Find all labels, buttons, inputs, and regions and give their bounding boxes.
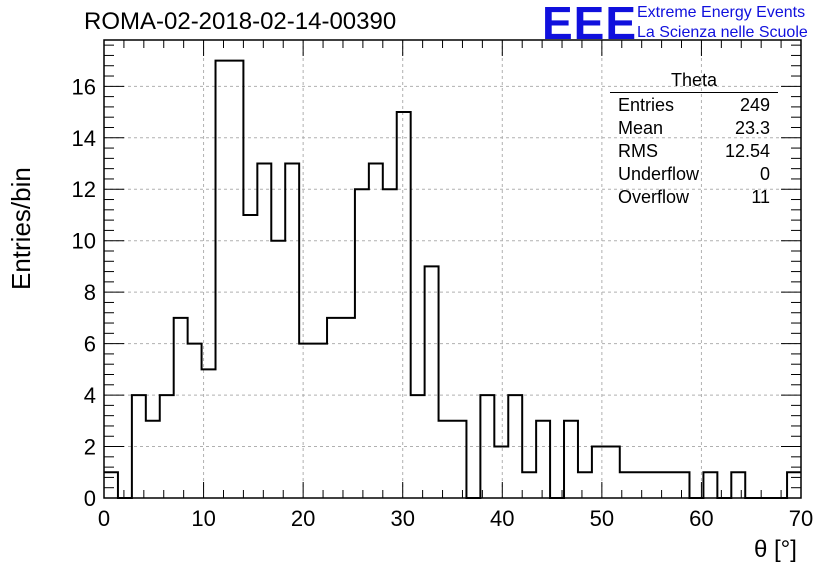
histogram-bin bbox=[648, 472, 662, 498]
stats-value: 12.54 bbox=[724, 141, 770, 161]
x-tick-label: 10 bbox=[191, 506, 215, 531]
x-axis-label: θ [°] bbox=[754, 536, 797, 563]
histogram-bin bbox=[592, 447, 606, 498]
y-tick-label: 8 bbox=[84, 280, 96, 305]
y-tick-label: 12 bbox=[72, 177, 96, 202]
axis-ticks bbox=[103, 40, 802, 499]
histogram-bin bbox=[606, 447, 620, 498]
histogram-bin bbox=[564, 421, 578, 498]
x-tick-label: 60 bbox=[689, 506, 713, 531]
histogram-bin bbox=[188, 344, 202, 498]
x-tick-label: 30 bbox=[390, 506, 414, 531]
grid-lines bbox=[104, 40, 801, 498]
histogram-bin bbox=[731, 472, 745, 498]
y-axis-label-wrap: Entries/bin bbox=[4, 110, 40, 310]
y-tick-label: 0 bbox=[84, 486, 96, 511]
y-tick-label: 4 bbox=[84, 383, 96, 408]
histogram-outline bbox=[104, 59, 801, 499]
stats-row: RMS 12.54 bbox=[610, 140, 778, 163]
histogram-bin bbox=[634, 472, 648, 498]
stats-value: 249 bbox=[739, 95, 770, 115]
stats-label: Mean bbox=[618, 118, 664, 138]
x-tick-label: 50 bbox=[590, 506, 614, 531]
stats-row: Entries 249 bbox=[610, 94, 778, 117]
histogram-bin bbox=[578, 472, 592, 498]
histogram-bin bbox=[425, 266, 439, 498]
stats-label: Overflow bbox=[618, 187, 690, 207]
histogram-bin bbox=[369, 164, 383, 498]
plot-frame bbox=[103, 39, 802, 499]
histogram-bin bbox=[299, 344, 313, 498]
histogram-bin bbox=[132, 395, 146, 498]
histogram-bin bbox=[229, 61, 243, 498]
stats-value: 0 bbox=[759, 164, 770, 184]
histogram-bin bbox=[787, 472, 801, 498]
histogram-bin bbox=[216, 61, 230, 498]
axis-tick-labels: 0 10 20 30 40 50 60 70 0 2 4 6 8 10 12 14 16 bbox=[72, 74, 814, 531]
y-tick-label: 16 bbox=[72, 74, 96, 99]
stats-label: RMS bbox=[618, 141, 658, 161]
histogram-bin bbox=[703, 472, 717, 498]
x-tick-label: 40 bbox=[490, 506, 514, 531]
eee-logo: EEE bbox=[542, 0, 638, 49]
stats-title: Theta bbox=[610, 70, 778, 93]
y-tick-label: 6 bbox=[84, 332, 96, 357]
stats-row: Underflow 0 bbox=[610, 163, 778, 186]
logo-text-line2: La Scienza nelle Scuole bbox=[637, 24, 808, 41]
histogram-bin bbox=[257, 164, 271, 498]
stats-label: Entries bbox=[618, 95, 675, 115]
stats-row: Overflow 11 bbox=[610, 186, 778, 209]
y-tick-label: 14 bbox=[72, 126, 96, 151]
histogram-bin bbox=[662, 472, 676, 498]
histogram-bin bbox=[536, 421, 550, 498]
x-tick-label: 20 bbox=[291, 506, 315, 531]
histogram-bin bbox=[676, 472, 690, 498]
stats-value: 11 bbox=[751, 187, 770, 207]
stats-label: Underflow bbox=[618, 164, 700, 184]
histogram-bin bbox=[439, 421, 453, 498]
histogram-bin bbox=[313, 344, 327, 498]
histogram-series bbox=[104, 59, 801, 499]
x-tick-label: 70 bbox=[789, 506, 813, 531]
histogram-bin bbox=[243, 215, 257, 498]
chart-title: ROMA-02-2018-02-14-00390 bbox=[84, 8, 397, 35]
histogram-bin bbox=[146, 421, 160, 498]
y-axis-label: Entries/bin bbox=[6, 167, 36, 290]
histogram-bin bbox=[104, 472, 118, 498]
histogram-bin bbox=[494, 447, 508, 498]
logo-text-line1: Extreme Energy Events bbox=[637, 4, 806, 21]
histogram-bin bbox=[522, 472, 536, 498]
y-tick-label: 2 bbox=[84, 435, 96, 460]
histogram-bin bbox=[453, 421, 467, 498]
histogram-bin bbox=[271, 241, 285, 498]
histogram-bin bbox=[174, 318, 188, 498]
x-tick-label: 0 bbox=[98, 506, 110, 531]
histogram-bin bbox=[341, 318, 355, 498]
histogram-bin bbox=[327, 318, 341, 498]
stats-row: Mean 23.3 bbox=[610, 117, 778, 140]
stats-value: 23.3 bbox=[734, 118, 770, 138]
histogram-bin bbox=[397, 112, 411, 498]
stats-box: Theta Entries 249 Mean 23.3 RMS 12.54 Un… bbox=[610, 70, 778, 209]
y-tick-label: 10 bbox=[72, 229, 96, 254]
histogram-bin bbox=[285, 164, 299, 498]
